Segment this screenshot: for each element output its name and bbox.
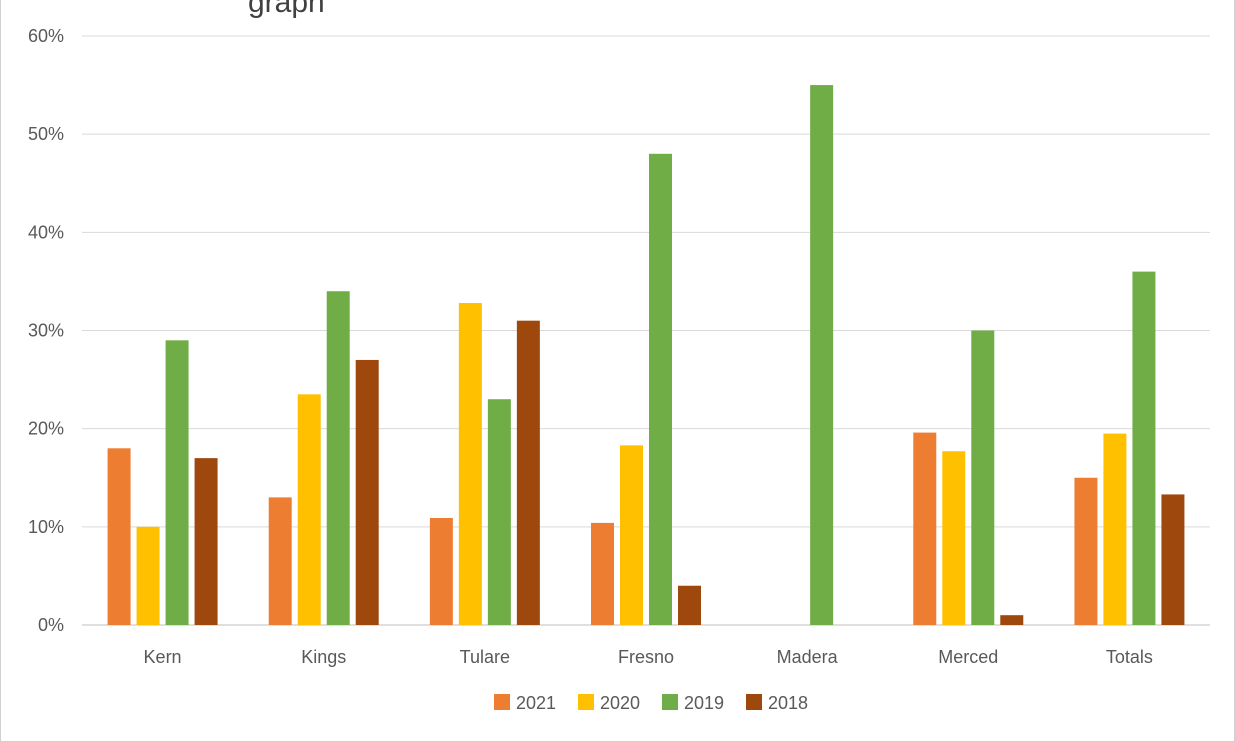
x-tick-label: Kings [301,647,346,667]
y-tick-labels: 0% 10% 20% 30% 40% 50% 60% [28,26,64,635]
legend-item-2018: 2018 [746,693,808,713]
legend-label: 2020 [600,693,640,713]
y-tick-label: 30% [28,321,64,341]
legend-item-2019: 2019 [662,693,724,713]
chart-title-fragment: graph [248,0,325,19]
bar-2020-merced [942,451,966,625]
bar-2019-totals [1132,271,1156,625]
bar-2020-kings [297,394,321,625]
y-tick-label: 40% [28,222,64,242]
y-tick-label: 0% [38,615,64,635]
bar-2019-madera [810,85,834,626]
bar-2018-kern [194,458,218,625]
legend-item-2021: 2021 [494,693,556,713]
bars [107,85,1185,626]
y-tick-label: 10% [28,517,64,537]
bar-2019-tulare [487,399,511,625]
x-tick-label: Kern [144,647,182,667]
gridlines [82,35,1210,626]
bar-2021-merced [913,432,937,625]
bar-2021-kern [107,448,131,625]
bar-2018-fresno [678,585,701,625]
bar-2018-tulare [516,320,540,625]
bar-2021-tulare [429,517,453,625]
bar-2020-tulare [458,303,482,625]
bar-2021-totals [1074,477,1098,625]
legend: 2021 2020 2019 2018 [494,693,808,713]
bar-2020-kern [136,526,160,625]
x-tick-label: Tulare [460,647,510,667]
x-tick-labels: Kern Kings Tulare Fresno Madera Merced Totals [144,647,1153,667]
legend-swatch [494,694,510,710]
legend-swatch [662,694,678,710]
x-tick-label: Merced [938,647,998,667]
bar-2019-fresno [649,153,672,626]
bar-2019-merced [971,330,995,625]
legend-label: 2019 [684,693,724,713]
x-tick-label: Fresno [618,647,674,667]
bar-2021-kings [268,497,292,625]
legend-swatch [578,694,594,710]
bar-2018-merced [1000,615,1024,625]
x-tick-label: Totals [1106,647,1153,667]
bar-2018-kings [355,359,379,625]
bar-2018-totals [1161,494,1185,625]
bar-2020-totals [1103,433,1127,625]
legend-swatch [746,694,762,710]
y-tick-label: 50% [28,124,64,144]
x-tick-label: Madera [777,647,839,667]
bar-2020-fresno [620,445,643,625]
bar-2021-fresno [591,522,614,625]
y-tick-label: 20% [28,419,64,439]
bar-2019-kern [165,340,189,625]
legend-label: 2018 [768,693,808,713]
bar-2019-kings [326,291,350,625]
legend-item-2020: 2020 [578,693,640,713]
legend-label: 2021 [516,693,556,713]
y-tick-label: 60% [28,26,64,46]
